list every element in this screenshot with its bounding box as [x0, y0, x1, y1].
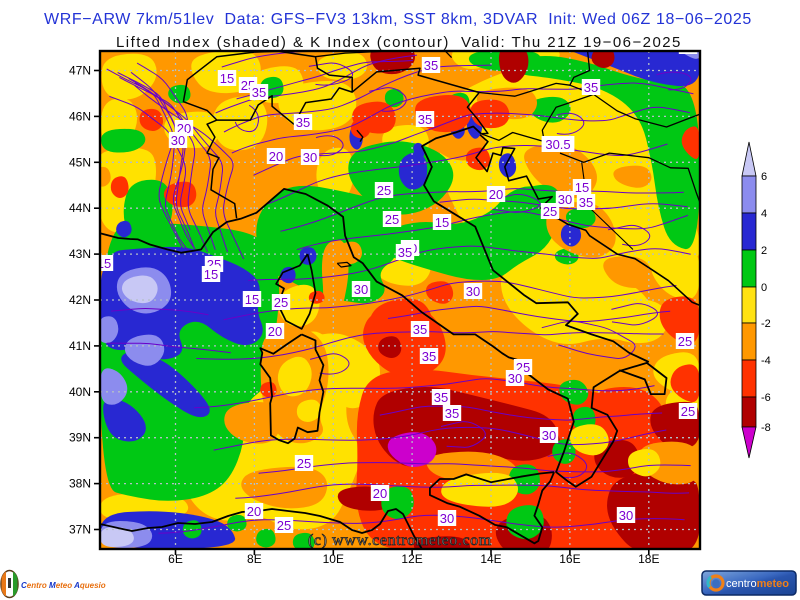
svg-text:25: 25: [678, 334, 692, 349]
svg-text:39N: 39N: [69, 431, 91, 445]
svg-text:30.5: 30.5: [545, 137, 570, 152]
svg-text:20: 20: [489, 187, 503, 202]
svg-text:30: 30: [354, 282, 368, 297]
svg-text:35: 35: [413, 322, 427, 337]
svg-text:30: 30: [508, 371, 522, 386]
svg-text:42N: 42N: [69, 293, 91, 307]
svg-text:35: 35: [398, 245, 412, 260]
svg-text:16E: 16E: [559, 552, 580, 566]
svg-text:35: 35: [424, 58, 438, 73]
svg-text:30: 30: [171, 133, 185, 148]
svg-text:35: 35: [434, 390, 448, 405]
svg-text:25: 25: [385, 212, 399, 227]
svg-text:47N: 47N: [69, 64, 91, 78]
svg-text:30: 30: [558, 192, 572, 207]
svg-text:35: 35: [252, 85, 266, 100]
svg-text:25: 25: [681, 404, 695, 419]
svg-text:30: 30: [466, 284, 480, 299]
svg-text:25: 25: [277, 518, 291, 533]
svg-text:25: 25: [297, 456, 311, 471]
svg-text:4: 4: [761, 208, 767, 220]
svg-text:-4: -4: [761, 355, 771, 367]
svg-text:30: 30: [542, 428, 556, 443]
svg-text:46N: 46N: [69, 109, 91, 123]
svg-text:-2: -2: [761, 318, 771, 330]
svg-text:25: 25: [377, 183, 391, 198]
svg-text:37N: 37N: [69, 523, 91, 537]
svg-text:40N: 40N: [69, 385, 91, 399]
svg-text:20: 20: [373, 486, 387, 501]
svg-text:15: 15: [97, 256, 111, 271]
svg-text:-6: -6: [761, 392, 771, 404]
svg-text:30: 30: [440, 511, 454, 526]
svg-text:15: 15: [245, 292, 259, 307]
svg-text:6E: 6E: [168, 552, 183, 566]
svg-text:41N: 41N: [69, 339, 91, 353]
svg-text:centrometeo: centrometeo: [726, 578, 789, 590]
svg-text:35: 35: [579, 195, 593, 210]
svg-text:14E: 14E: [480, 552, 501, 566]
svg-text:6: 6: [761, 171, 767, 183]
svg-text:0: 0: [761, 282, 767, 294]
svg-text:35: 35: [445, 406, 459, 421]
svg-text:45N: 45N: [69, 155, 91, 169]
svg-text:8E: 8E: [247, 552, 262, 566]
svg-text:35: 35: [584, 80, 598, 95]
svg-text:18E: 18E: [638, 552, 659, 566]
svg-text:43N: 43N: [69, 247, 91, 261]
svg-text:30: 30: [619, 508, 633, 523]
svg-text:20: 20: [269, 149, 283, 164]
svg-text:35: 35: [296, 115, 310, 130]
svg-text:30: 30: [303, 150, 317, 165]
svg-text:10E: 10E: [323, 552, 344, 566]
svg-text:20: 20: [268, 324, 282, 339]
svg-text:35: 35: [422, 349, 436, 364]
svg-text:15: 15: [435, 215, 449, 230]
svg-text:12E: 12E: [401, 552, 422, 566]
svg-text:38N: 38N: [69, 477, 91, 491]
svg-text:(c) www.centrometeo.com: (c) www.centrometeo.com: [308, 532, 492, 549]
svg-text:44N: 44N: [69, 201, 91, 215]
svg-text:Lifted Index (shaded) & K Inde: Lifted Index (shaded) & K Index (contour…: [116, 34, 682, 51]
svg-text:35: 35: [418, 112, 432, 127]
svg-text:15: 15: [204, 267, 218, 282]
svg-text:15: 15: [220, 71, 234, 86]
svg-text:20: 20: [247, 504, 261, 519]
svg-text:25: 25: [274, 295, 288, 310]
svg-text:15: 15: [575, 180, 589, 195]
svg-text:2: 2: [761, 245, 767, 257]
svg-text:25: 25: [543, 204, 557, 219]
svg-text:WRF−ARW 7km/51lev Data: GFS−F: WRF−ARW 7km/51lev Data: GFS−FV3 13km, SS…: [44, 11, 752, 28]
svg-text:Centro Meteo Aquesio: Centro Meteo Aquesio: [21, 581, 106, 590]
svg-text:-8: -8: [761, 422, 771, 434]
svg-text:30: 30: [681, 39, 695, 54]
